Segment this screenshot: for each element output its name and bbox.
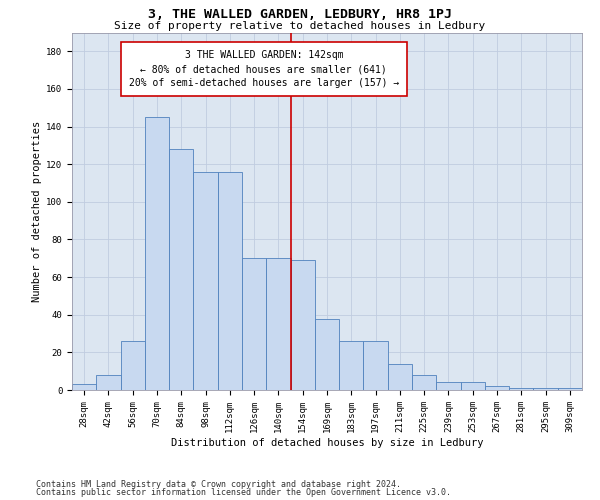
Text: 3 THE WALLED GARDEN: 142sqm
← 80% of detached houses are smaller (641)
20% of se: 3 THE WALLED GARDEN: 142sqm ← 80% of det…	[129, 50, 399, 88]
Text: Size of property relative to detached houses in Ledbury: Size of property relative to detached ho…	[115, 21, 485, 31]
FancyBboxPatch shape	[121, 42, 407, 96]
Bar	[315, 318, 339, 390]
Bar	[436, 382, 461, 390]
Text: Contains HM Land Registry data © Crown copyright and database right 2024.: Contains HM Land Registry data © Crown c…	[36, 480, 401, 489]
Bar	[145, 117, 169, 390]
Bar	[412, 375, 436, 390]
Bar	[388, 364, 412, 390]
Bar	[290, 260, 315, 390]
Text: Contains public sector information licensed under the Open Government Licence v3: Contains public sector information licen…	[36, 488, 451, 497]
Bar	[218, 172, 242, 390]
Bar	[72, 384, 96, 390]
Bar	[242, 258, 266, 390]
Text: 3, THE WALLED GARDEN, LEDBURY, HR8 1PJ: 3, THE WALLED GARDEN, LEDBURY, HR8 1PJ	[148, 8, 452, 20]
Bar	[121, 341, 145, 390]
Bar	[193, 172, 218, 390]
X-axis label: Distribution of detached houses by size in Ledbury: Distribution of detached houses by size …	[171, 438, 483, 448]
Bar	[509, 388, 533, 390]
Bar	[533, 388, 558, 390]
Bar	[266, 258, 290, 390]
Bar	[485, 386, 509, 390]
Y-axis label: Number of detached properties: Number of detached properties	[32, 120, 42, 302]
Bar	[558, 388, 582, 390]
Bar	[339, 341, 364, 390]
Bar	[461, 382, 485, 390]
Bar	[169, 149, 193, 390]
Bar	[364, 341, 388, 390]
Bar	[96, 375, 121, 390]
